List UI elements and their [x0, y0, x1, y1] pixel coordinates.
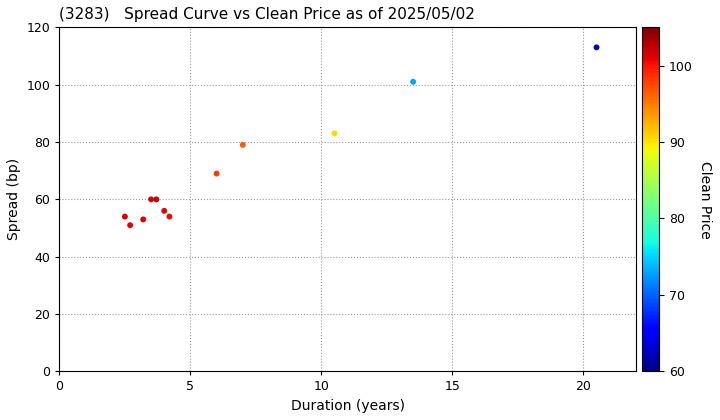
Point [150, 196, 162, 203]
X-axis label: Duration (years): Duration (years) [291, 399, 405, 413]
Point [119, 213, 130, 220]
Point [237, 142, 248, 148]
Y-axis label: Clean Price: Clean Price [698, 160, 712, 238]
Point [145, 196, 157, 203]
Point [591, 44, 603, 51]
Point [408, 79, 419, 85]
Text: (3283)   Spread Curve vs Clean Price as of 2025/05/02: (3283) Spread Curve vs Clean Price as of… [60, 7, 475, 22]
Point [211, 170, 222, 177]
Point [329, 130, 341, 137]
Point [138, 216, 149, 223]
Y-axis label: Spread (bp): Spread (bp) [7, 158, 21, 240]
Point [125, 222, 136, 228]
Point [158, 207, 170, 214]
Point [163, 213, 175, 220]
